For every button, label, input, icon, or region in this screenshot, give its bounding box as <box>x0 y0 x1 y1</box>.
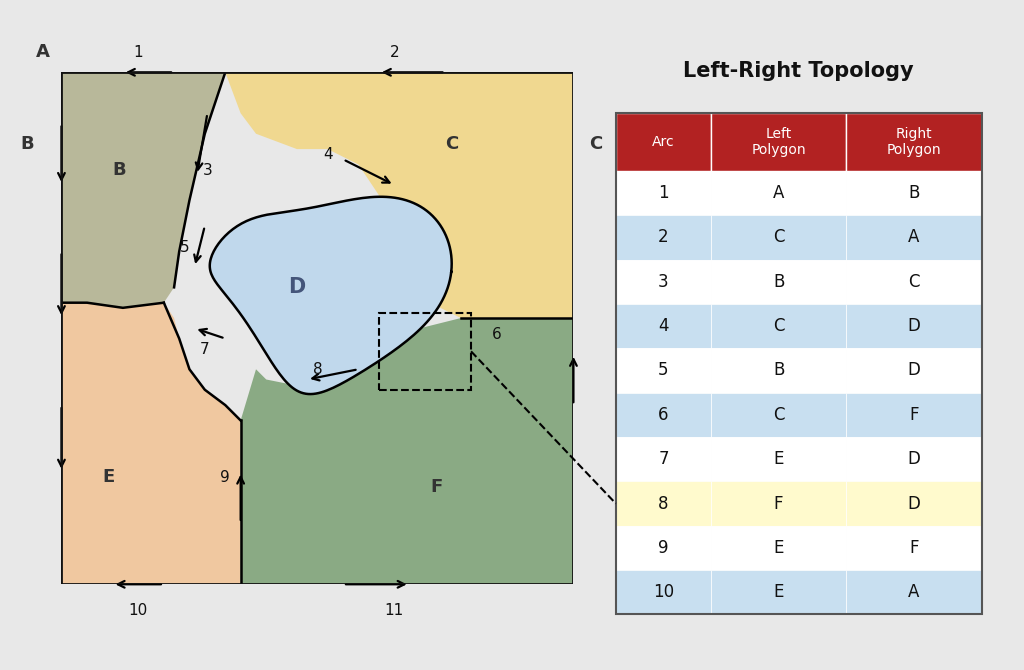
Polygon shape <box>210 197 452 394</box>
Text: 6: 6 <box>658 406 669 424</box>
Text: A: A <box>36 43 50 61</box>
Text: C: C <box>445 135 459 153</box>
Bar <box>615 259 711 304</box>
Text: A: A <box>908 584 920 601</box>
Bar <box>615 526 711 570</box>
Text: C: C <box>773 406 784 424</box>
Bar <box>615 348 711 393</box>
Bar <box>711 393 846 437</box>
Text: C: C <box>589 135 602 153</box>
Text: 2: 2 <box>389 45 399 60</box>
Text: 3: 3 <box>203 163 212 178</box>
Text: F: F <box>774 494 783 513</box>
Text: 7: 7 <box>658 450 669 468</box>
Text: D: D <box>907 450 921 468</box>
Bar <box>846 437 982 481</box>
Text: 5: 5 <box>658 361 669 379</box>
Text: F: F <box>430 478 442 496</box>
Text: D: D <box>289 277 305 297</box>
Polygon shape <box>61 72 225 308</box>
Text: 11: 11 <box>385 603 403 618</box>
Bar <box>846 304 982 348</box>
Text: E: E <box>773 450 783 468</box>
Polygon shape <box>61 303 241 584</box>
Text: 1: 1 <box>133 45 143 60</box>
Text: 10: 10 <box>129 603 147 618</box>
Text: E: E <box>102 468 115 486</box>
Text: B: B <box>908 184 920 202</box>
Text: 7: 7 <box>200 342 210 357</box>
Bar <box>711 570 846 614</box>
Text: A: A <box>773 184 784 202</box>
Bar <box>846 259 982 304</box>
Text: 3: 3 <box>658 273 669 291</box>
Bar <box>711 526 846 570</box>
Bar <box>711 215 846 259</box>
Bar <box>711 171 846 215</box>
Bar <box>615 215 711 259</box>
Text: 9: 9 <box>658 539 669 557</box>
Text: C: C <box>773 228 784 247</box>
Bar <box>615 113 711 171</box>
Bar <box>615 437 711 481</box>
Polygon shape <box>241 318 573 584</box>
Text: 1: 1 <box>658 184 669 202</box>
Text: D: D <box>907 494 921 513</box>
Text: Right
Polygon: Right Polygon <box>887 127 941 157</box>
Text: 9: 9 <box>220 470 230 485</box>
Bar <box>711 304 846 348</box>
Bar <box>846 570 982 614</box>
Bar <box>711 437 846 481</box>
Bar <box>846 481 982 526</box>
Bar <box>615 304 711 348</box>
Bar <box>711 259 846 304</box>
Bar <box>846 215 982 259</box>
Text: E: E <box>773 584 783 601</box>
Text: B: B <box>20 135 34 153</box>
Text: 2: 2 <box>658 228 669 247</box>
Text: 5: 5 <box>179 239 189 255</box>
Bar <box>846 526 982 570</box>
Text: B: B <box>773 273 784 291</box>
Text: B: B <box>113 161 126 179</box>
Text: C: C <box>773 317 784 335</box>
Text: 8: 8 <box>658 494 669 513</box>
Text: D: D <box>907 361 921 379</box>
Text: F: F <box>909 539 919 557</box>
Polygon shape <box>225 72 573 318</box>
Text: 4: 4 <box>323 147 333 162</box>
Text: C: C <box>908 273 920 291</box>
Text: Arc: Arc <box>652 135 675 149</box>
Bar <box>711 481 846 526</box>
Bar <box>711 348 846 393</box>
Text: Left
Polygon: Left Polygon <box>752 127 806 157</box>
Bar <box>615 171 711 215</box>
Text: E: E <box>773 539 783 557</box>
Text: B: B <box>773 361 784 379</box>
Bar <box>846 348 982 393</box>
Bar <box>615 393 711 437</box>
Bar <box>846 393 982 437</box>
Bar <box>711 113 846 171</box>
Bar <box>615 481 711 526</box>
Text: F: F <box>909 406 919 424</box>
Bar <box>615 113 982 614</box>
Text: 4: 4 <box>658 317 669 335</box>
Text: A: A <box>908 228 920 247</box>
Bar <box>846 171 982 215</box>
Text: Left-Right Topology: Left-Right Topology <box>683 62 914 81</box>
Bar <box>615 570 711 614</box>
Text: 8: 8 <box>312 362 323 377</box>
Bar <box>379 313 471 390</box>
Text: D: D <box>907 317 921 335</box>
Bar <box>846 113 982 171</box>
Text: 6: 6 <box>492 326 502 342</box>
Text: 10: 10 <box>653 584 674 601</box>
